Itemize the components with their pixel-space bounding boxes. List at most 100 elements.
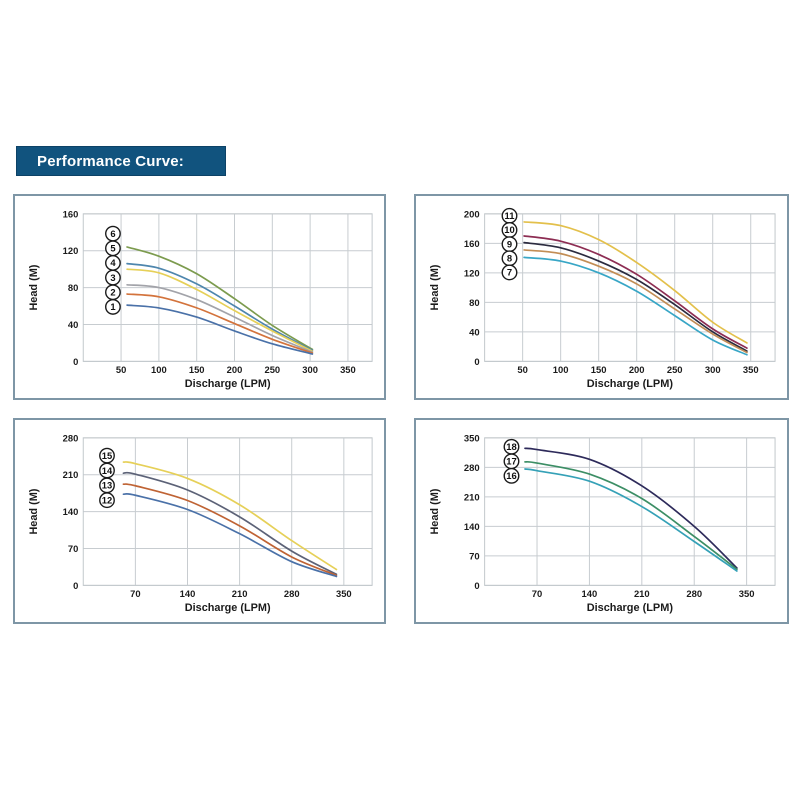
performance-chart-1-6: 50 100 150 200 250 300 350 0 40 80 120 160 6 5 4 3 2 1 Dis…	[28, 208, 373, 390]
y-tick-label-280: 280	[464, 462, 480, 473]
curve-number-circle-7	[501, 264, 518, 281]
curve-number-label-6: 6	[110, 228, 115, 239]
y-tick-label-40: 40	[68, 319, 78, 330]
performance-chart-7-11: 50 100 150 200 250 300 350 0 40 80 120 160 200 11 10 9 8…	[429, 207, 776, 390]
x-tick-label-50: 50	[517, 364, 527, 375]
curve-number-label-14: 14	[102, 465, 113, 476]
y-tick-label-160: 160	[464, 238, 480, 249]
curve-number-circle-16	[503, 467, 520, 484]
y-tick-label-80: 80	[469, 297, 479, 308]
curve-number-label-5: 5	[110, 243, 115, 254]
x-tick-label-140: 140	[180, 588, 196, 599]
x-axis-title: Discharge (LPM)	[587, 602, 674, 614]
y-tick-label-200: 200	[464, 208, 480, 219]
plot-area-border	[484, 213, 776, 362]
x-tick-label-150: 150	[591, 364, 607, 375]
y-tick-label-210: 210	[63, 469, 79, 480]
y-tick-label-0: 0	[474, 580, 479, 591]
curve-number-label-17: 17	[506, 456, 516, 467]
x-axis-title: Discharge (LPM)	[185, 602, 271, 614]
x-tick-label-300: 300	[302, 364, 318, 375]
plot-area-border	[82, 213, 373, 362]
x-tick-label-100: 100	[151, 364, 167, 375]
y-tick-label-70: 70	[68, 543, 78, 554]
x-tick-label-70: 70	[130, 588, 140, 599]
x-tick-label-70: 70	[532, 588, 542, 599]
performance-chart-panel-4: 70 140 210 280 350 0 70 140 210 280 350 18 17 16 Disch…	[414, 418, 789, 624]
curve-15	[122, 461, 338, 571]
y-tick-label-140: 140	[63, 506, 79, 517]
x-tick-label-350: 350	[743, 364, 759, 375]
y-tick-label-160: 160	[63, 208, 79, 219]
curve-number-label-15: 15	[102, 450, 112, 461]
performance-chart-panel-2: 50 100 150 200 250 300 350 0 40 80 120 160 200 11 10 9 8…	[414, 194, 789, 400]
x-tick-label-100: 100	[553, 364, 569, 375]
curve-5	[126, 262, 314, 352]
y-tick-label-0: 0	[474, 356, 479, 367]
curve-4	[126, 268, 314, 353]
y-axis-title: Head (M)	[28, 264, 40, 310]
y-tick-label-120: 120	[63, 245, 79, 256]
curve-number-label-10: 10	[504, 224, 514, 235]
curve-number-label-1: 1	[110, 301, 115, 312]
curve-8	[523, 249, 748, 354]
curve-17	[524, 460, 738, 571]
curve-9	[523, 241, 748, 352]
x-tick-label-210: 210	[634, 588, 650, 599]
curve-1	[126, 304, 314, 355]
curve-number-label-9: 9	[507, 238, 512, 249]
x-tick-label-140: 140	[582, 588, 598, 599]
y-axis-title: Head (M)	[429, 488, 441, 534]
curve-2	[126, 293, 314, 354]
curve-13	[122, 483, 338, 577]
y-tick-label-80: 80	[68, 282, 78, 293]
y-tick-label-350: 350	[464, 432, 480, 443]
y-tick-label-140: 140	[464, 521, 480, 532]
curve-number-circle-12	[99, 492, 115, 509]
curve-number-label-18: 18	[506, 441, 516, 452]
curve-number-label-8: 8	[507, 253, 512, 264]
curve-number-label-3: 3	[110, 272, 115, 283]
y-tick-label-120: 120	[464, 267, 480, 278]
performance-chart-panel-3: 70 140 210 280 350 0 70 140 210 280 15 14 13 12 Discha…	[13, 418, 386, 624]
y-tick-label-70: 70	[469, 550, 479, 561]
curve-number-label-13: 13	[102, 480, 112, 491]
plot-area-border	[82, 437, 373, 586]
x-tick-label-150: 150	[189, 364, 205, 375]
curve-11	[523, 221, 748, 344]
curve-number-label-7: 7	[507, 267, 512, 278]
curve-number-label-11: 11	[505, 210, 515, 221]
curve-number-label-4: 4	[110, 257, 116, 268]
curve-number-circle-1	[105, 298, 121, 315]
x-tick-label-200: 200	[629, 364, 645, 375]
curve-16	[524, 468, 738, 572]
y-tick-label-210: 210	[464, 491, 480, 502]
y-axis-title: Head (M)	[429, 264, 441, 310]
curve-7	[523, 256, 748, 356]
y-tick-label-0: 0	[73, 580, 78, 591]
y-axis-title: Head (M)	[28, 488, 40, 534]
curve-14	[122, 471, 338, 576]
x-tick-label-280: 280	[284, 588, 300, 599]
x-tick-label-250: 250	[264, 364, 280, 375]
x-tick-label-50: 50	[116, 364, 126, 375]
plot-area-border	[484, 437, 776, 586]
y-tick-label-40: 40	[469, 326, 479, 337]
curve-12	[122, 492, 338, 578]
section-title: Performance Curve:	[37, 152, 184, 170]
performance-chart-16-18: 70 140 210 280 350 0 70 140 210 280 350 18 17 16 Disch…	[429, 432, 776, 614]
x-tick-label-350: 350	[739, 588, 755, 599]
performance-chart-panel-1: 50 100 150 200 250 300 350 0 40 80 120 160 6 5 4 3 2 1 Dis…	[13, 194, 386, 400]
curve-10	[523, 235, 748, 349]
curve-6	[126, 246, 314, 351]
x-tick-label-250: 250	[667, 364, 683, 375]
curve-number-label-2: 2	[110, 287, 115, 298]
x-axis-title: Discharge (LPM)	[587, 378, 674, 390]
x-tick-label-280: 280	[686, 588, 702, 599]
curve-3	[126, 283, 314, 353]
section-header-banner: Performance Curve:	[16, 146, 226, 176]
curve-number-label-16: 16	[506, 470, 516, 481]
performance-chart-12-15: 70 140 210 280 350 0 70 140 210 280 15 14 13 12 Discha…	[28, 432, 373, 614]
x-tick-label-210: 210	[232, 588, 248, 599]
y-tick-label-280: 280	[63, 432, 79, 443]
